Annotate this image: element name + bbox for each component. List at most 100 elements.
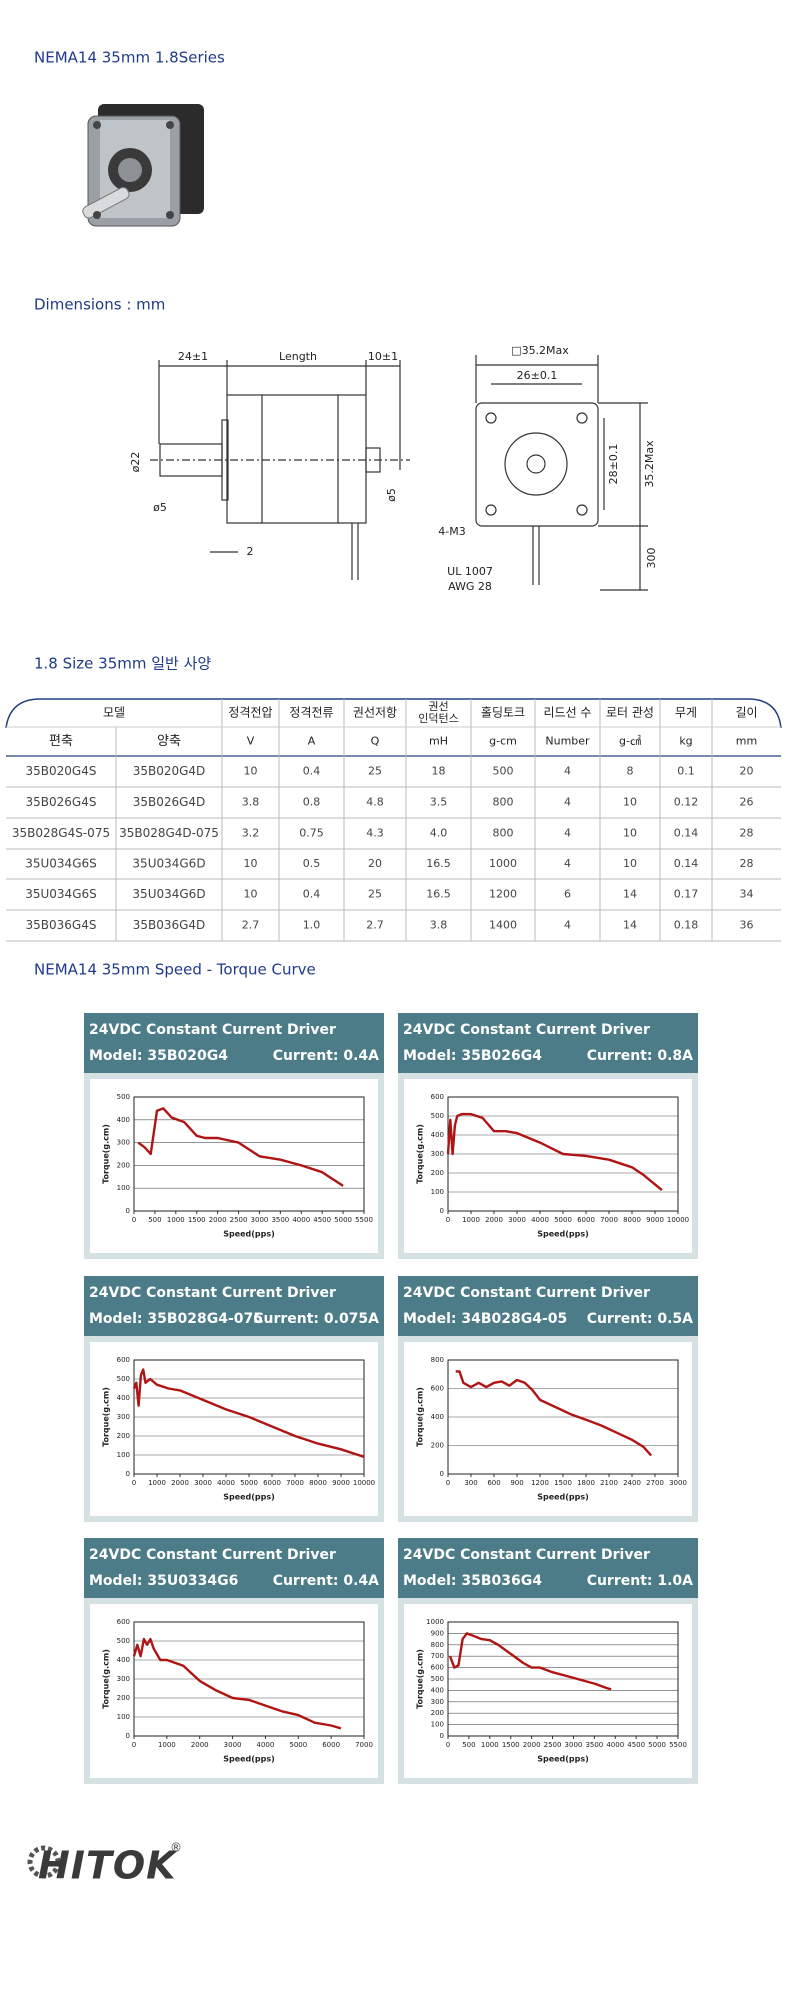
table-cell: 800 xyxy=(493,796,514,809)
table-cell: 10 xyxy=(244,765,258,778)
x-tick-label: 2100 xyxy=(600,1479,618,1487)
table-cell: 0.12 xyxy=(674,796,699,809)
page-title: NEMA14 35mm 1.8Series xyxy=(34,49,225,67)
table-cell: 6 xyxy=(564,888,571,901)
y-tick-label: 200 xyxy=(117,1432,130,1440)
x-tick-label: 6000 xyxy=(577,1216,595,1224)
dimension-label: UL 1007 xyxy=(447,565,493,578)
dimension-label: AWG 28 xyxy=(448,580,492,593)
table-cell: 0.75 xyxy=(299,827,324,840)
x-tick-label: 5500 xyxy=(355,1216,373,1224)
x-tick-label: 2500 xyxy=(230,1216,248,1224)
torque-curve xyxy=(132,1368,365,1459)
table-cell: 35B028G4D-075 xyxy=(119,826,219,840)
y-tick-label: 400 xyxy=(431,1686,444,1694)
table-cell: 0.1 xyxy=(677,765,695,778)
chart-current: Current: 0.075A xyxy=(253,1311,379,1327)
x-tick-label: 2000 xyxy=(209,1216,227,1224)
y-tick-label: 300 xyxy=(431,1150,444,1158)
x-tick-label: 500 xyxy=(462,1741,475,1749)
chart-model: Model: 34B028G4-05 xyxy=(403,1311,567,1327)
y-tick-label: 600 xyxy=(431,1385,444,1393)
dimension-label: 4-M3 xyxy=(438,525,465,538)
plot-border xyxy=(447,1359,679,1475)
table-cell: 35U034G6S xyxy=(25,887,97,901)
chart-driver: 24VDC Constant Current Driver xyxy=(403,1547,650,1563)
table-header: 길이 xyxy=(735,706,757,720)
table-cell: 20 xyxy=(740,765,754,778)
table-cell: 28 xyxy=(740,857,754,870)
x-tick-label: 5000 xyxy=(554,1216,572,1224)
dimension-label: ø22 xyxy=(129,452,142,473)
x-tick-label: 2000 xyxy=(171,1479,189,1487)
y-tick-label: 100 xyxy=(117,1713,130,1721)
x-tick-label: 3500 xyxy=(271,1216,289,1224)
table-header: 인덕턴스 xyxy=(418,712,458,725)
table-cell: 10 xyxy=(623,827,637,840)
table-cell: 35B020G4D xyxy=(133,764,206,778)
table-header: 무게 xyxy=(675,706,697,720)
x-tick-label: 4000 xyxy=(606,1741,624,1749)
table-cell: 28 xyxy=(740,827,754,840)
x-axis-label: Speed(pps) xyxy=(537,1755,589,1764)
table-cell: 25 xyxy=(368,888,382,901)
y-tick-label: 600 xyxy=(117,1356,130,1364)
table-subheader: V xyxy=(247,735,255,748)
y-tick-label: 600 xyxy=(117,1618,130,1626)
y-tick-label: 500 xyxy=(431,1675,444,1683)
table-header: 홀딩토크 xyxy=(481,706,525,720)
x-tick-label: 3500 xyxy=(585,1741,603,1749)
logo-mark: ® xyxy=(170,1841,182,1855)
dimension-label: □35.2Max xyxy=(511,344,569,357)
x-tick-label: 8000 xyxy=(309,1479,327,1487)
table-cell: 25 xyxy=(368,765,382,778)
y-tick-label: 500 xyxy=(117,1375,130,1383)
y-tick-label: 300 xyxy=(117,1675,130,1683)
table-subheader: 양축 xyxy=(157,734,181,749)
table-cell: 14 xyxy=(623,919,637,932)
table-cell: 35U034G6S xyxy=(25,857,97,871)
dimension-label: 2 xyxy=(247,545,254,558)
x-tick-label: 3000 xyxy=(508,1216,526,1224)
x-tick-label: 5000 xyxy=(289,1741,307,1749)
x-tick-label: 1500 xyxy=(502,1741,520,1749)
y-tick-label: 100 xyxy=(431,1188,444,1196)
x-axis-label: Speed(pps) xyxy=(537,1493,589,1502)
table-cell: 3.8 xyxy=(430,919,448,932)
chart-current: Current: 1.0A xyxy=(587,1573,693,1589)
table-cell: 500 xyxy=(493,765,514,778)
x-tick-label: 3000 xyxy=(565,1741,583,1749)
chart-current: Current: 0.4A xyxy=(273,1048,379,1064)
table-cell: 4 xyxy=(564,857,571,870)
x-tick-label: 600 xyxy=(487,1479,500,1487)
y-tick-label: 900 xyxy=(431,1629,444,1637)
table-header: 권선 xyxy=(428,700,448,713)
section-title: Dimensions : mm xyxy=(34,296,165,314)
x-tick-label: 4000 xyxy=(531,1216,549,1224)
dimension-drawing xyxy=(150,355,648,591)
section-title: 1.8 Size 35mm 일반 사양 xyxy=(34,655,211,673)
chart-area xyxy=(90,1079,378,1253)
y-tick-label: 0 xyxy=(440,1732,444,1740)
table-header: 모델 xyxy=(103,706,125,720)
x-tick-label: 2000 xyxy=(191,1741,209,1749)
chart-area xyxy=(404,1342,692,1516)
table-header: 리드선 수 xyxy=(544,706,592,720)
y-tick-label: 200 xyxy=(431,1442,444,1450)
y-tick-label: 300 xyxy=(117,1139,130,1147)
y-tick-label: 100 xyxy=(117,1184,130,1192)
chart-model: Model: 35B020G4 xyxy=(89,1048,228,1064)
plot-border xyxy=(447,1621,679,1737)
y-tick-label: 500 xyxy=(117,1637,130,1645)
table-cell: 0.14 xyxy=(674,827,699,840)
y-tick-label: 200 xyxy=(117,1161,130,1169)
x-axis-label: Speed(pps) xyxy=(223,1755,275,1764)
table-cell: 16.5 xyxy=(426,857,451,870)
dimension-label: ø5 xyxy=(385,488,398,502)
chart-current: Current: 0.5A xyxy=(587,1311,693,1327)
x-tick-label: 2400 xyxy=(623,1479,641,1487)
table-subheader: kg xyxy=(679,735,692,748)
table-cell: 2.7 xyxy=(242,919,260,932)
x-tick-label: 1000 xyxy=(148,1479,166,1487)
